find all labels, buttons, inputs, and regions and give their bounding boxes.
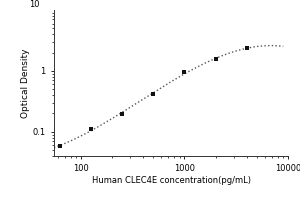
- Text: 10: 10: [29, 0, 40, 9]
- Point: [88, 127, 93, 130]
- Point: [213, 57, 218, 60]
- Point: [57, 145, 62, 148]
- X-axis label: Human CLEC4E concentration(pg/mL): Human CLEC4E concentration(pg/mL): [92, 176, 250, 185]
- Point: [120, 112, 124, 115]
- Y-axis label: Optical Density: Optical Density: [21, 48, 30, 118]
- Point: [244, 47, 249, 50]
- Point: [182, 71, 187, 74]
- Point: [151, 92, 156, 95]
